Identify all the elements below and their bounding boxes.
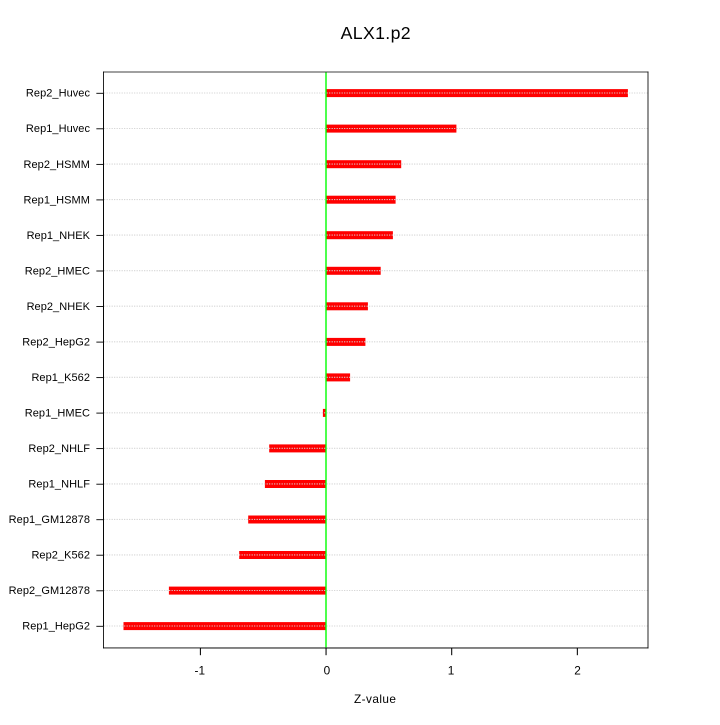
svg-text:ALX1.p2: ALX1.p2 [341,23,411,43]
svg-text:Rep1_NHLF: Rep1_NHLF [28,479,90,491]
svg-text:Rep1_K562: Rep1_K562 [31,372,90,384]
svg-text:0: 0 [324,663,331,677]
svg-text:Rep2_HSMM: Rep2_HSMM [24,159,90,171]
svg-text:-1: -1 [195,663,206,677]
svg-text:Rep2_HepG2: Rep2_HepG2 [22,337,90,349]
svg-text:2: 2 [574,663,581,677]
svg-text:Rep2_NHLF: Rep2_NHLF [28,443,90,455]
svg-text:Rep2_NHEK: Rep2_NHEK [27,301,91,313]
svg-text:Rep1_Huvec: Rep1_Huvec [26,123,91,135]
svg-text:Rep1_GM12878: Rep1_GM12878 [9,514,90,526]
svg-text:Rep2_HMEC: Rep2_HMEC [25,265,90,277]
svg-text:Rep1_NHEK: Rep1_NHEK [27,230,91,242]
svg-text:Rep2_GM12878: Rep2_GM12878 [9,585,90,597]
svg-text:1: 1 [448,663,455,677]
svg-text:Rep1_HepG2: Rep1_HepG2 [22,621,90,633]
svg-text:Rep2_K562: Rep2_K562 [31,550,90,562]
svg-text:Rep2_Huvec: Rep2_Huvec [26,88,91,100]
svg-text:Rep1_HSMM: Rep1_HSMM [24,194,90,206]
svg-text:Rep1_HMEC: Rep1_HMEC [25,408,90,420]
svg-text:Z-value: Z-value [354,692,397,706]
